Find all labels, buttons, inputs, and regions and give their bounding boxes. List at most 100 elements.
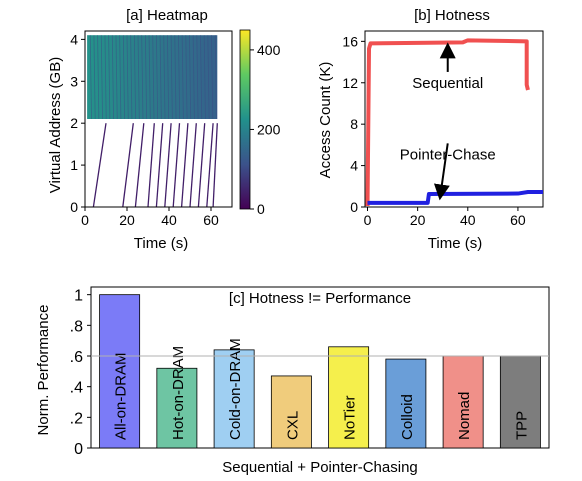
heatmap-stripe: [214, 35, 217, 120]
performance-x-axis-label: Sequential + Pointer-Chasing: [222, 459, 418, 476]
heatmap-sweep-line: [92, 123, 107, 208]
performance-y-tick-label: .2: [70, 410, 83, 427]
heatmap-stripe: [185, 35, 188, 120]
heatmap-sweep-line: [147, 123, 155, 208]
heatmap-stripe: [141, 35, 144, 120]
bar-label: Hot-on-DRAM: [170, 346, 187, 440]
bar-notier: [328, 346, 370, 449]
heatmap-stripe: [104, 35, 107, 120]
heatmap-stripe: [144, 35, 148, 120]
bar-tpp: [499, 355, 541, 449]
bar-cxl: [270, 375, 312, 449]
heatmap-stripe: [192, 35, 195, 120]
hotness-y-tick-label: 8: [350, 116, 358, 132]
series-line-pointer-chase: [367, 189, 543, 205]
performance-y-tick-label: 1: [74, 288, 83, 305]
hotness-x-axis-label: Time (s): [428, 235, 482, 252]
heatmap-stripe: [152, 35, 155, 120]
heatmap-sweep-line: [155, 123, 164, 208]
performance-y-tick-label: .6: [70, 349, 83, 366]
hotness-y-tick-label: 16: [342, 33, 358, 49]
heatmap-stripe: [148, 35, 151, 120]
colorbar-tick-label: 200: [257, 121, 281, 137]
heatmap-stripe: [97, 35, 100, 120]
annotation-arrow: [433, 143, 450, 201]
heatmap-stripe: [108, 35, 111, 120]
heatmap-x-tick-label: 0: [81, 212, 89, 228]
heatmap-stripe: [111, 35, 114, 120]
heatmap-y-tick-label: 1: [70, 157, 78, 173]
bar-label: TPP: [513, 411, 530, 440]
colorbar-tick-label: 400: [257, 42, 281, 58]
hotness-frame: [364, 30, 544, 208]
performance-title: [c] Hotness != Performance: [229, 290, 411, 307]
hotness-y-axis-label: Access Count (K): [317, 62, 334, 179]
heatmap-sweep-line: [197, 123, 206, 208]
colorbar: [239, 29, 251, 210]
heatmap-x-tick-label: 40: [161, 212, 177, 228]
heatmap-sweep-line: [212, 123, 218, 208]
heatmap-stripe: [196, 35, 199, 120]
bar-colloid: [385, 358, 427, 449]
heatmap-sweep-line: [134, 123, 145, 208]
bar-label: CXL: [284, 411, 301, 440]
heatmap-sweep-line: [164, 123, 172, 208]
performance-y-tick-label: .4: [70, 380, 83, 397]
hotness-y-tick-label: 0: [350, 199, 358, 215]
heatmap-stripe: [89, 35, 92, 120]
performance-y-tick-label: .8: [70, 318, 83, 335]
heatmap-stripe: [203, 35, 206, 120]
heatmap-stripe: [122, 35, 125, 120]
performance-panel: [c] Hotness != Performance All-on-DRAM Ho…: [35, 286, 550, 476]
heatmap-y-tick-label: 0: [70, 199, 78, 215]
heatmap-stripe: [137, 35, 140, 120]
heatmap-title: [a] Heatmap: [126, 7, 208, 24]
heatmap-stripe: [181, 35, 184, 120]
colorbar-tick-label: 0: [257, 201, 265, 217]
heatmap-sweep-line: [172, 123, 181, 208]
heatmap-sweep-line: [189, 123, 197, 208]
bar-hot-on-dram: [156, 367, 198, 449]
bar-label: Nomad: [456, 392, 473, 440]
heatmap-stripe: [159, 35, 162, 120]
series-line-sequential: [365, 38, 530, 206]
heatmap-stripe: [130, 35, 133, 120]
heatmap-x-tick-label: 20: [119, 212, 135, 228]
bar-cold-on-dram: [213, 349, 255, 449]
bar-nomad: [442, 355, 484, 449]
heatmap-sweep-line: [206, 123, 214, 208]
heatmap-stripe: [211, 35, 214, 120]
heatmap-stripe: [163, 35, 166, 120]
bar-label: All-on-DRAM: [113, 352, 130, 440]
bar-label: NoTier: [342, 396, 359, 440]
heatmap-x-axis-label: Time (s): [134, 235, 188, 252]
heatmap-stripe: [178, 35, 181, 120]
heatmap-stripe: [93, 35, 96, 120]
hotness-x-tick-label: 60: [510, 212, 526, 228]
heatmap-stripe: [174, 35, 177, 120]
heatmap-stripe: [100, 35, 103, 120]
heatmap-y-tick-label: 4: [70, 31, 78, 47]
hotness-y-tick-label: 4: [350, 158, 358, 174]
heatmap-stripe: [167, 35, 170, 120]
heatmap-stripe: [126, 35, 129, 120]
bar-label: Cold-on-DRAM: [227, 338, 244, 440]
hotness-x-tick-label: 0: [364, 212, 372, 228]
heatmap-stripe: [133, 35, 137, 120]
performance-y-axis-label: Norm. Performance: [35, 305, 52, 436]
hotness-x-tick-label: 40: [460, 212, 476, 228]
heatmap-stripe: [200, 35, 203, 120]
heatmap-stripe: [156, 35, 159, 120]
hotness-title: [b] Hotness: [414, 7, 490, 24]
heatmap-stripe: [207, 35, 210, 120]
heatmap-sweep-line: [180, 123, 189, 208]
bar-label: Colloid: [399, 394, 416, 440]
heatmap-stripe: [170, 35, 173, 120]
performance-frame: [90, 286, 550, 449]
heatmap-x-tick-label: 60: [203, 212, 219, 228]
heatmap-stripe: [189, 35, 192, 120]
heatmap-y-tick-label: 2: [70, 115, 78, 131]
